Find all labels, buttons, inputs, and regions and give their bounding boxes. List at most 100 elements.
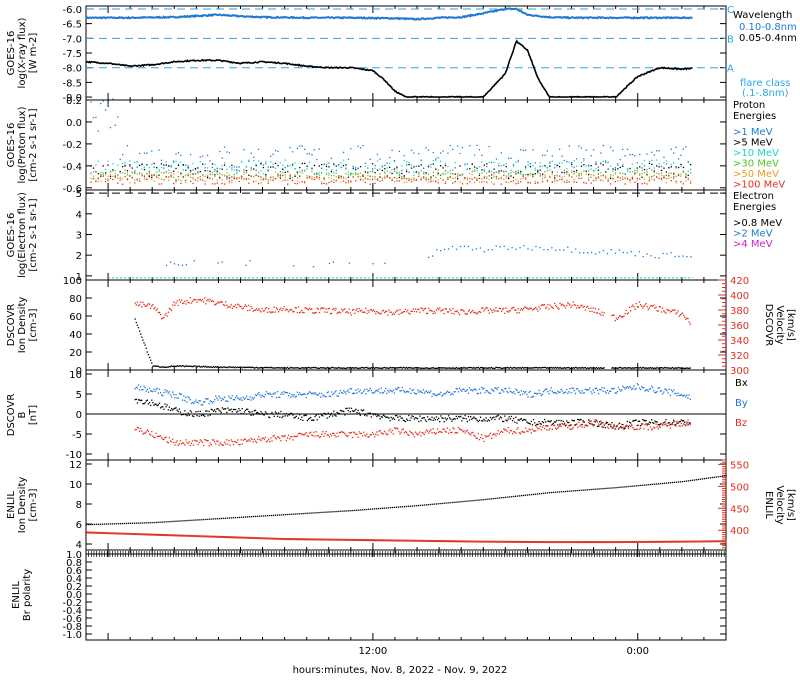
velocity-point — [545, 308, 546, 309]
b-component-point — [233, 444, 234, 445]
proton-point — [561, 179, 562, 180]
b-component-point — [265, 437, 266, 438]
proton-point — [462, 183, 463, 184]
b-component-point — [517, 427, 518, 428]
b-component-point — [391, 432, 392, 433]
proton-point — [90, 178, 91, 179]
enlil-velocity-point — [691, 541, 693, 543]
proton-point — [272, 176, 273, 177]
b-component-point — [170, 394, 171, 395]
proton-point — [95, 181, 96, 182]
b-component-point — [363, 432, 364, 433]
velocity-point — [175, 302, 176, 303]
proton-point — [374, 165, 375, 166]
velocity-point — [276, 307, 277, 308]
b-component-point — [328, 391, 329, 392]
proton-point — [549, 165, 550, 166]
yaxis-label: GOES-16 — [6, 31, 17, 76]
proton-point — [583, 160, 584, 161]
ytick-label: -8.5 — [62, 78, 82, 89]
b-component-point — [432, 420, 433, 421]
proton-point — [195, 168, 196, 169]
proton-point — [590, 165, 591, 166]
velocity-point — [482, 307, 483, 308]
proton-point — [100, 172, 101, 173]
enlil-velocity-point — [256, 537, 258, 539]
b-component-point — [559, 424, 560, 425]
b-component-point — [399, 433, 400, 434]
proton-point — [530, 167, 531, 168]
proton-point — [520, 181, 521, 182]
proton-point — [440, 178, 441, 179]
proton-point — [515, 173, 516, 174]
b-component-point — [279, 417, 280, 418]
velocity-point — [590, 307, 591, 308]
enlil-velocity-point — [671, 541, 673, 543]
proton-point — [175, 153, 176, 154]
proton-point — [583, 158, 584, 159]
proton-point — [338, 164, 339, 165]
proton-point — [374, 176, 375, 177]
flare-class-label: B — [727, 34, 734, 45]
b-component-point — [458, 427, 459, 428]
enlil-velocity-point — [385, 539, 387, 541]
enlil-velocity-point — [290, 538, 292, 540]
enlil-velocity-point — [313, 538, 315, 540]
proton-point — [690, 164, 691, 165]
b-component-point — [223, 445, 224, 446]
electron-point — [619, 250, 620, 251]
proton-point — [95, 172, 96, 173]
proton-point — [571, 162, 572, 163]
legend-item: >50 MeV — [733, 169, 779, 180]
b-component-point — [461, 391, 462, 392]
proton-point — [98, 130, 99, 131]
b-component-point — [164, 389, 165, 390]
proton-point — [479, 173, 480, 174]
enlil-velocity-point — [379, 539, 381, 541]
enlil-velocity-point — [190, 535, 192, 537]
proton-point — [285, 174, 286, 175]
enlil-velocity-point — [403, 540, 405, 542]
proton-point — [540, 173, 541, 174]
b-component-point — [351, 432, 352, 433]
proton-point — [251, 153, 252, 154]
b-component-point — [279, 438, 280, 439]
proton-point — [190, 174, 191, 175]
y2tick-label: 420 — [730, 276, 749, 287]
proton-point — [668, 175, 669, 176]
velocity-point — [421, 308, 422, 309]
b-component-point — [480, 417, 481, 418]
b-component-point — [610, 424, 611, 425]
b-component-point — [632, 388, 633, 389]
proton-point — [607, 180, 608, 181]
proton-point — [476, 168, 477, 169]
proton-point — [265, 163, 266, 164]
enlil-velocity-point — [361, 539, 363, 541]
xray-series-long — [86, 9, 693, 20]
enlil-velocity-point — [196, 535, 198, 537]
proton-point — [282, 169, 283, 170]
b-component-point — [231, 439, 232, 440]
proton-point — [192, 177, 193, 178]
proton-point — [226, 169, 227, 170]
proton-point — [658, 173, 659, 174]
b-component-point — [194, 401, 195, 402]
proton-point — [654, 167, 655, 168]
b-component-point — [601, 387, 602, 388]
b-component-point — [343, 390, 344, 391]
proton-point — [491, 182, 492, 183]
b-component-point — [680, 421, 681, 422]
proton-point — [646, 183, 647, 184]
b-component-point — [354, 410, 355, 411]
velocity-point — [344, 308, 345, 309]
enlil-velocity-point — [431, 540, 433, 542]
proton-point — [161, 163, 162, 164]
b-component-point — [615, 428, 616, 429]
velocity-point — [398, 314, 399, 315]
b-component-point — [594, 392, 595, 393]
b-component-point — [512, 433, 513, 434]
proton-point — [175, 168, 176, 169]
enlil-velocity-point — [464, 540, 466, 542]
b-component-point — [503, 391, 504, 392]
proton-point — [333, 179, 334, 180]
